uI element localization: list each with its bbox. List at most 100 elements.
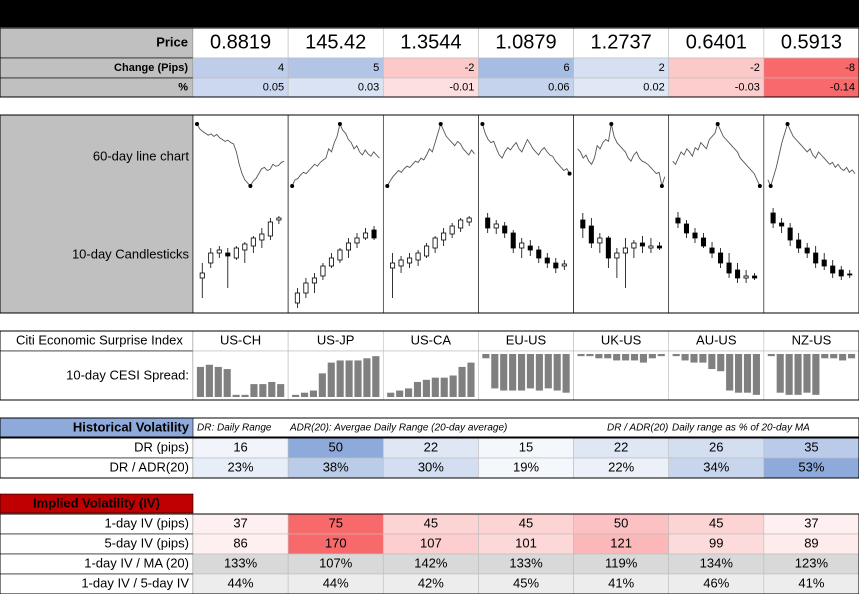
- candle-body: [485, 217, 491, 229]
- candle-body: [622, 247, 628, 254]
- line-chart: [767, 122, 856, 188]
- quote-cell: [478, 57, 574, 79]
- pair-name: NZD/USD: [769, 3, 853, 24]
- value: 75: [328, 515, 342, 530]
- quote-value: 1.0879: [495, 31, 556, 53]
- candle-body: [779, 222, 785, 227]
- cesi-bar: [223, 369, 231, 397]
- table-frame: [0, 437, 859, 479]
- value: 46%: [703, 575, 729, 590]
- candle-body: [449, 225, 455, 235]
- cesi-bar: [458, 366, 466, 397]
- cesi-bar: [482, 354, 490, 359]
- value: 99: [709, 535, 723, 550]
- chart-cell: [192, 114, 289, 314]
- candle-body: [208, 252, 214, 264]
- row-label: DR / ADR(20): [110, 459, 189, 474]
- chart-cell: [763, 114, 859, 314]
- cesi-bar: [413, 381, 422, 397]
- cesi-bar: [387, 392, 395, 397]
- cesi-bar: [562, 354, 570, 393]
- candle-body: [752, 275, 758, 279]
- quote-cell: [287, 57, 384, 79]
- quote-value: -0.01: [449, 81, 474, 93]
- candle-body: [250, 237, 256, 247]
- note: DR: Daily Range: [197, 423, 272, 434]
- candle-body: [796, 239, 802, 249]
- candle-body: [692, 232, 698, 239]
- cesi-bar: [794, 354, 802, 395]
- candle-body: [398, 259, 404, 267]
- candle-body: [656, 245, 662, 249]
- value: 22%: [608, 459, 634, 474]
- line-chart: [577, 123, 666, 187]
- candle-body: [536, 249, 542, 259]
- candle-body: [354, 237, 360, 244]
- value: 101: [515, 535, 537, 550]
- cesi-bar: [803, 354, 811, 393]
- candle-body: [294, 292, 300, 304]
- cesi-region: US-CA: [411, 332, 452, 347]
- candle-body: [424, 245, 430, 257]
- value: 37: [233, 515, 247, 530]
- cesi-bar: [544, 354, 552, 389]
- quote-value: 0.03: [358, 81, 379, 93]
- cesi-bar: [345, 360, 353, 397]
- candle-body: [718, 252, 724, 264]
- candle-body: [259, 233, 265, 241]
- cesi-bar: [232, 394, 240, 397]
- table-frame: [0, 513, 859, 594]
- note: ADR(20): Avergae Daily Range (20-day ave…: [289, 423, 507, 434]
- cesi-label: 10-day CESI Spread:: [66, 367, 189, 382]
- candle-body: [502, 225, 508, 234]
- extreme-dot: [768, 184, 773, 188]
- extreme-dot: [609, 122, 614, 126]
- candle-body: [432, 237, 438, 249]
- chart-label: 10-day Candlesticks: [72, 246, 190, 261]
- candle-body: [804, 247, 810, 254]
- extreme-dot: [337, 122, 342, 126]
- candle-body: [813, 252, 819, 264]
- quote-value: 0.5913: [781, 31, 842, 53]
- cesi-bar: [630, 354, 639, 361]
- cesi-bar: [491, 354, 499, 389]
- chart-cell: [478, 114, 574, 314]
- chart-label-cell: [0, 114, 194, 314]
- candle-body: [709, 247, 715, 254]
- line-chart: [291, 122, 380, 187]
- line-chart: [481, 123, 570, 174]
- header-bar: [0, 0, 859, 28]
- cesi-bar: [672, 354, 680, 357]
- candle-body: [675, 217, 681, 224]
- cesi-region: US-CH: [220, 332, 261, 347]
- row-label: Price: [156, 34, 188, 49]
- cesi-bar: [300, 392, 309, 397]
- candle-body: [233, 247, 239, 259]
- pair-name: AUD/USD: [674, 3, 760, 24]
- row-label: %: [178, 81, 188, 93]
- cesi-bar: [318, 373, 326, 397]
- quotes-frame: [0, 27, 859, 98]
- cesi-bar: [500, 354, 508, 391]
- value: 19%: [513, 459, 539, 474]
- extreme-dot: [567, 171, 572, 176]
- value: 121: [610, 535, 632, 550]
- chart-cell: [668, 114, 765, 314]
- value: 38%: [323, 459, 349, 474]
- value: 119%: [605, 555, 638, 570]
- cesi-bar: [535, 354, 543, 391]
- section-title: Historical Volatility: [73, 419, 190, 434]
- cesi-bar: [847, 354, 856, 359]
- candle-body: [407, 257, 413, 264]
- row-label-cell: [0, 27, 194, 59]
- cesi-region: US-JP: [317, 332, 355, 347]
- candle-body: [242, 243, 248, 251]
- cesi-bar: [577, 354, 585, 357]
- value: 45: [519, 515, 533, 530]
- row-label: 1-day IV / 5-day IV: [81, 575, 189, 590]
- value: 16: [233, 439, 247, 454]
- candle-body: [337, 249, 343, 261]
- cesi-bar: [205, 364, 213, 397]
- pair-name: USD/CHF: [198, 3, 282, 24]
- candle-body: [614, 252, 620, 259]
